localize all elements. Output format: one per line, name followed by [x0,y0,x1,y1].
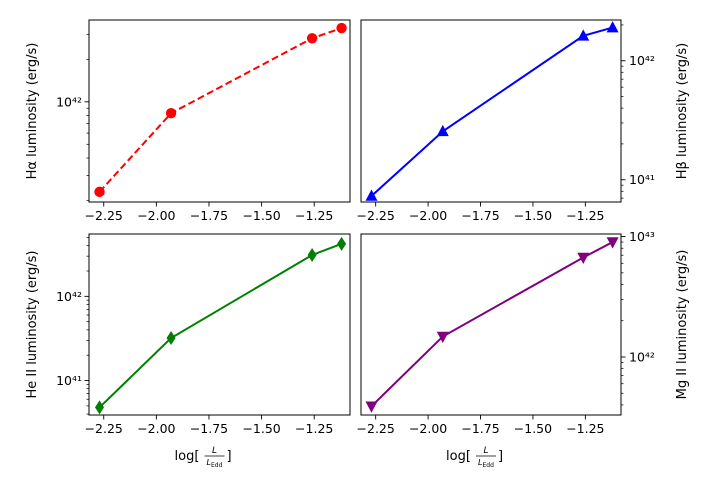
y-axis-label: Hβ luminosity (erg/s) [675,43,690,180]
data-point [577,252,590,265]
x-tick-label: −2.00 [137,208,175,223]
y-tick-label: 10⁴¹ [56,373,82,388]
data-point [606,237,619,249]
data-point [365,401,378,413]
x-tick-label: −2.00 [137,421,175,436]
data-point [606,21,619,33]
data-point [436,331,449,343]
x-tick-label: −2.00 [409,208,447,223]
svg-text:L: L [483,446,488,456]
svg-text:LEdd: LEdd [207,458,223,469]
x-tick-label: −2.25 [357,208,395,223]
svg-text:]: ] [498,449,503,464]
data-point [336,22,347,34]
axes-frame [360,19,622,203]
svg-text:]: ] [227,449,232,464]
y-tick-label: 10⁴² [629,350,655,365]
svg-text:L: L [212,446,217,456]
data-point [165,108,177,119]
x-tick-label: −1.75 [461,421,499,436]
svg-text:log[: log[ [446,449,471,464]
x-tick-label: −1.25 [566,421,604,436]
x-tick-label: −1.50 [242,421,280,436]
x-axis-label: log[ L LEdd] [175,446,232,469]
axes-frame [88,233,351,416]
y-tick-label: 10⁴¹ [629,172,655,187]
axes-frame [88,19,351,203]
data-point [337,236,347,251]
data-point [95,400,105,415]
y-axis-label: Hα luminosity (erg/s) [25,43,40,180]
y-tick-label: 10⁴² [629,53,655,68]
svg-text:LEdd: LEdd [478,458,494,469]
series-line [370,26,613,197]
x-tick-label: −1.25 [295,208,333,223]
data-point [307,247,317,262]
x-tick-label: −2.25 [357,421,395,436]
series-line [98,27,342,193]
x-tick-label: −1.75 [190,421,228,436]
axes-frame [360,233,622,416]
x-tick-label: −2.00 [409,421,447,436]
series-line [370,241,614,407]
x-tick-label: −1.25 [566,208,604,223]
y-axis-label: He II luminosity (erg/s) [25,251,40,399]
panel-mgii: −2.25 −2.00 −1.75 −1.50 −1.25 10⁴² 10⁴³ Mg II l… [357,229,690,469]
x-tick-label: −1.50 [514,421,552,436]
x-tick-label: −1.75 [190,208,228,223]
data-point [436,124,449,137]
data-point [577,29,590,41]
panel-halpha: −2.25 −2.00 −1.75 −1.50 −1.25 10⁴² Hα luminosi… [25,19,351,223]
panel-heii: −2.25 −2.00 −1.75 −1.50 −1.25 10⁴¹ 10⁴² He II l… [25,233,351,469]
data-point [94,186,105,198]
panel-hbeta: −2.25 −2.00 −1.75 −1.50 −1.25 10⁴¹ 10⁴² Hβ lumi… [357,19,690,223]
series-line [98,242,342,409]
svg-text:log[: log[ [175,449,200,464]
x-tick-label: −1.25 [295,421,333,436]
y-tick-label: 10⁴³ [629,229,655,244]
data-point [306,33,318,44]
x-tick-label: −2.25 [85,421,123,436]
x-axis-label: log[ L LEdd] [446,446,503,469]
data-point [166,331,176,346]
y-tick-label: 10⁴² [56,94,82,109]
y-axis-label: Mg II luminosity (erg/s) [675,250,690,400]
x-tick-label: −2.25 [85,208,123,223]
x-tick-label: −1.75 [461,208,499,223]
x-tick-label: −1.50 [242,208,280,223]
data-point [365,189,378,201]
y-tick-label: 10⁴² [56,289,82,304]
x-tick-label: −1.50 [514,208,552,223]
